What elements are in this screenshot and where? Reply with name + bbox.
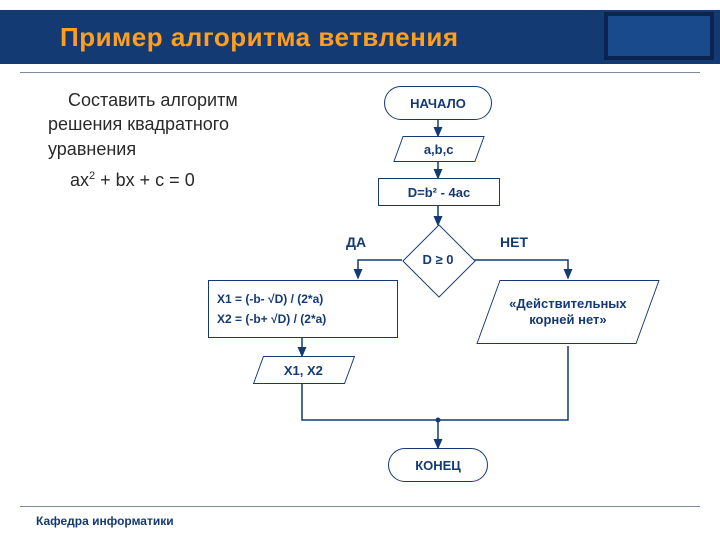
footer-divider <box>20 506 700 507</box>
footer-text: Кафедра информатики <box>36 514 174 528</box>
flowchart-connectors <box>0 0 720 540</box>
